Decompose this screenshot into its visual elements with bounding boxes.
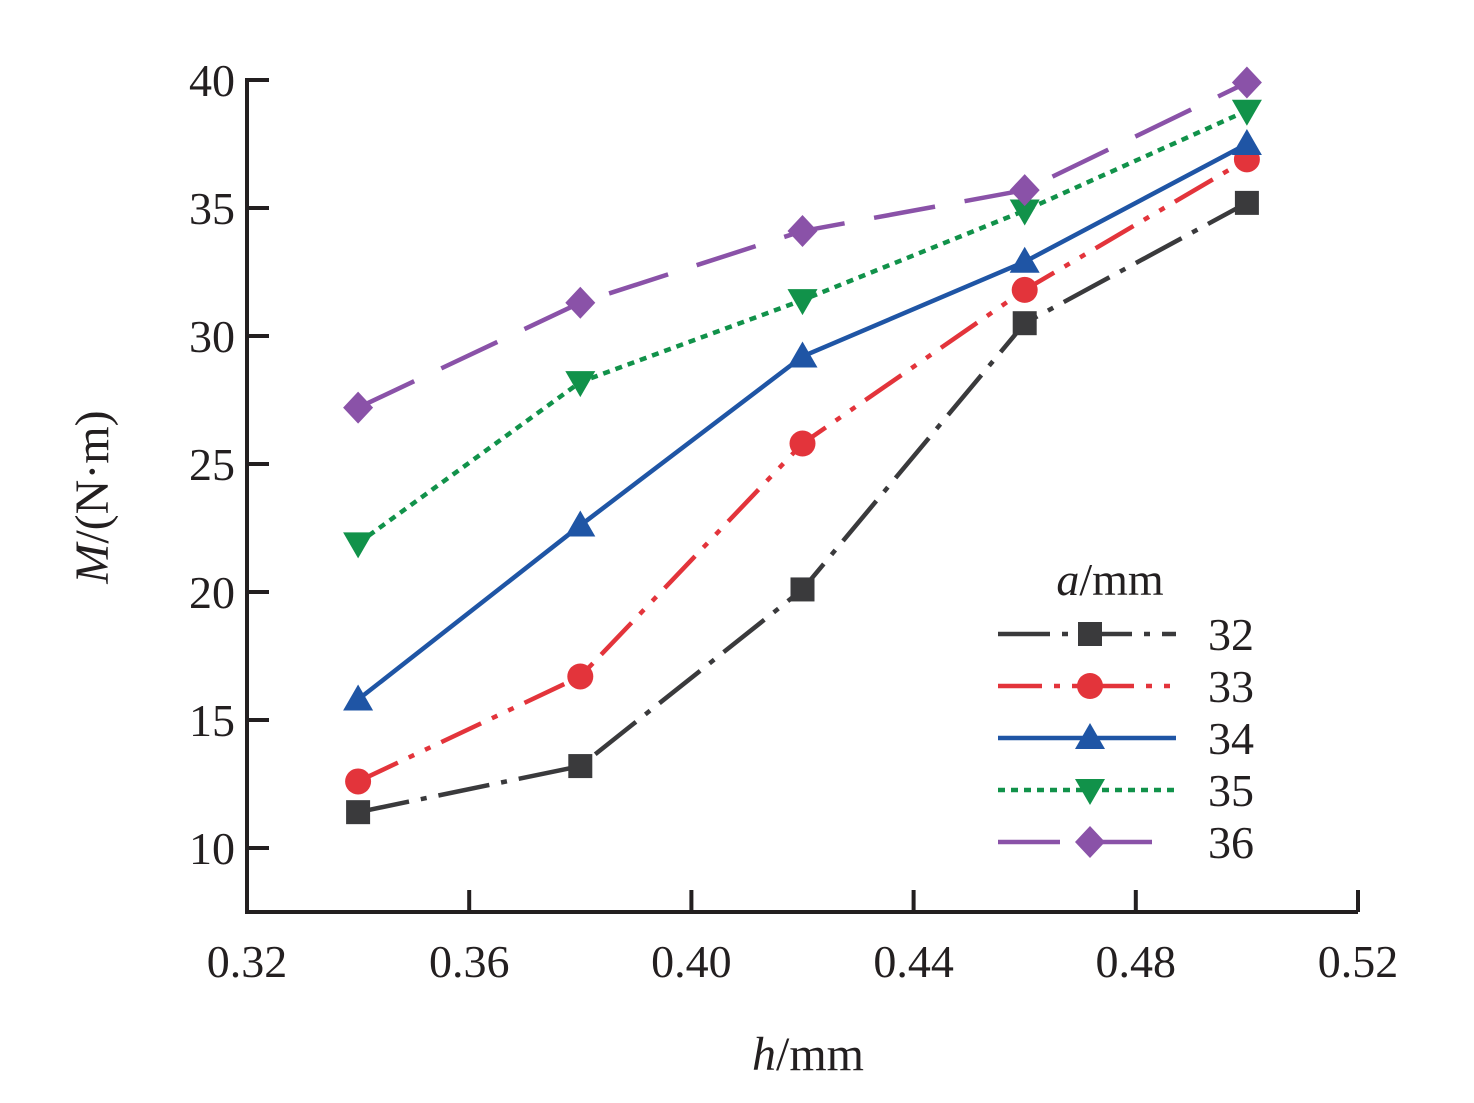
data-point-36 — [565, 286, 596, 319]
data-point-34 — [787, 341, 818, 368]
x-tick-label: 0.36 — [429, 936, 510, 987]
y-tick-label: 20 — [189, 567, 235, 618]
data-point-35 — [1009, 199, 1040, 226]
data-point-35 — [787, 289, 818, 316]
data-point-34 — [565, 510, 596, 537]
data-point-35 — [1231, 99, 1262, 126]
x-tick-label: 0.44 — [873, 936, 954, 987]
legend-label: 32 — [1208, 609, 1254, 660]
legend-item-35: 35 — [998, 765, 1254, 816]
data-point-34 — [343, 684, 374, 711]
legend-item-36: 36 — [998, 817, 1254, 868]
data-point-34 — [1009, 246, 1040, 273]
legend-label: 36 — [1208, 817, 1254, 868]
legend-item-33: 33 — [998, 661, 1254, 712]
data-point-36 — [787, 215, 818, 248]
data-point-35 — [343, 532, 374, 559]
legend-marker — [1075, 723, 1105, 749]
y-tick-label: 10 — [189, 823, 235, 874]
legend-label: 35 — [1208, 765, 1254, 816]
legend-marker — [1075, 826, 1105, 858]
series-layer — [343, 66, 1262, 825]
y-tick-label: 40 — [189, 55, 235, 106]
data-point-33 — [345, 768, 372, 795]
data-point-32 — [790, 577, 815, 602]
series-line-35 — [356, 108, 1248, 546]
series-32 — [346, 190, 1259, 825]
y-tick-label: 30 — [189, 311, 235, 362]
data-point-35 — [565, 371, 596, 398]
legend-label: 34 — [1208, 713, 1254, 764]
x-tick-label: 0.32 — [207, 936, 288, 987]
series-36 — [343, 66, 1262, 424]
y-tick-label: 15 — [189, 695, 235, 746]
x-tick-label: 0.52 — [1318, 936, 1399, 987]
data-point-36 — [1009, 174, 1040, 207]
series-34 — [343, 129, 1262, 711]
data-point-36 — [1231, 66, 1262, 99]
y-tick-label: 35 — [189, 183, 235, 234]
legend-marker — [1078, 622, 1102, 646]
x-tick-label: 0.48 — [1096, 936, 1177, 987]
x-tick-label: 0.40 — [651, 936, 732, 987]
data-point-32 — [1012, 311, 1037, 336]
data-point-33 — [567, 663, 594, 690]
data-point-32 — [1234, 190, 1259, 215]
data-point-33 — [1011, 276, 1038, 303]
data-point-32 — [346, 800, 371, 825]
y-tick-label: 25 — [189, 439, 235, 490]
legend-marker — [1077, 673, 1103, 699]
x-axis-title: h/mm — [752, 1028, 864, 1081]
y-axis-title: M/(N·m) — [66, 410, 119, 584]
data-point-34 — [1231, 129, 1262, 155]
legend-label: 33 — [1208, 661, 1254, 712]
legend-item-32: 32 — [998, 609, 1254, 660]
legend-title: a/mm — [1056, 554, 1164, 605]
data-point-36 — [343, 391, 374, 424]
series-35 — [343, 99, 1262, 559]
axes: 0.32 0.36 0.40 0.44 0.48 0.52 10 15 20 25 30 35 40 — [189, 55, 1398, 987]
data-point-32 — [568, 754, 593, 779]
legend-item-34: 34 — [998, 713, 1254, 764]
data-point-33 — [789, 430, 816, 457]
legend-marker — [1075, 779, 1105, 805]
